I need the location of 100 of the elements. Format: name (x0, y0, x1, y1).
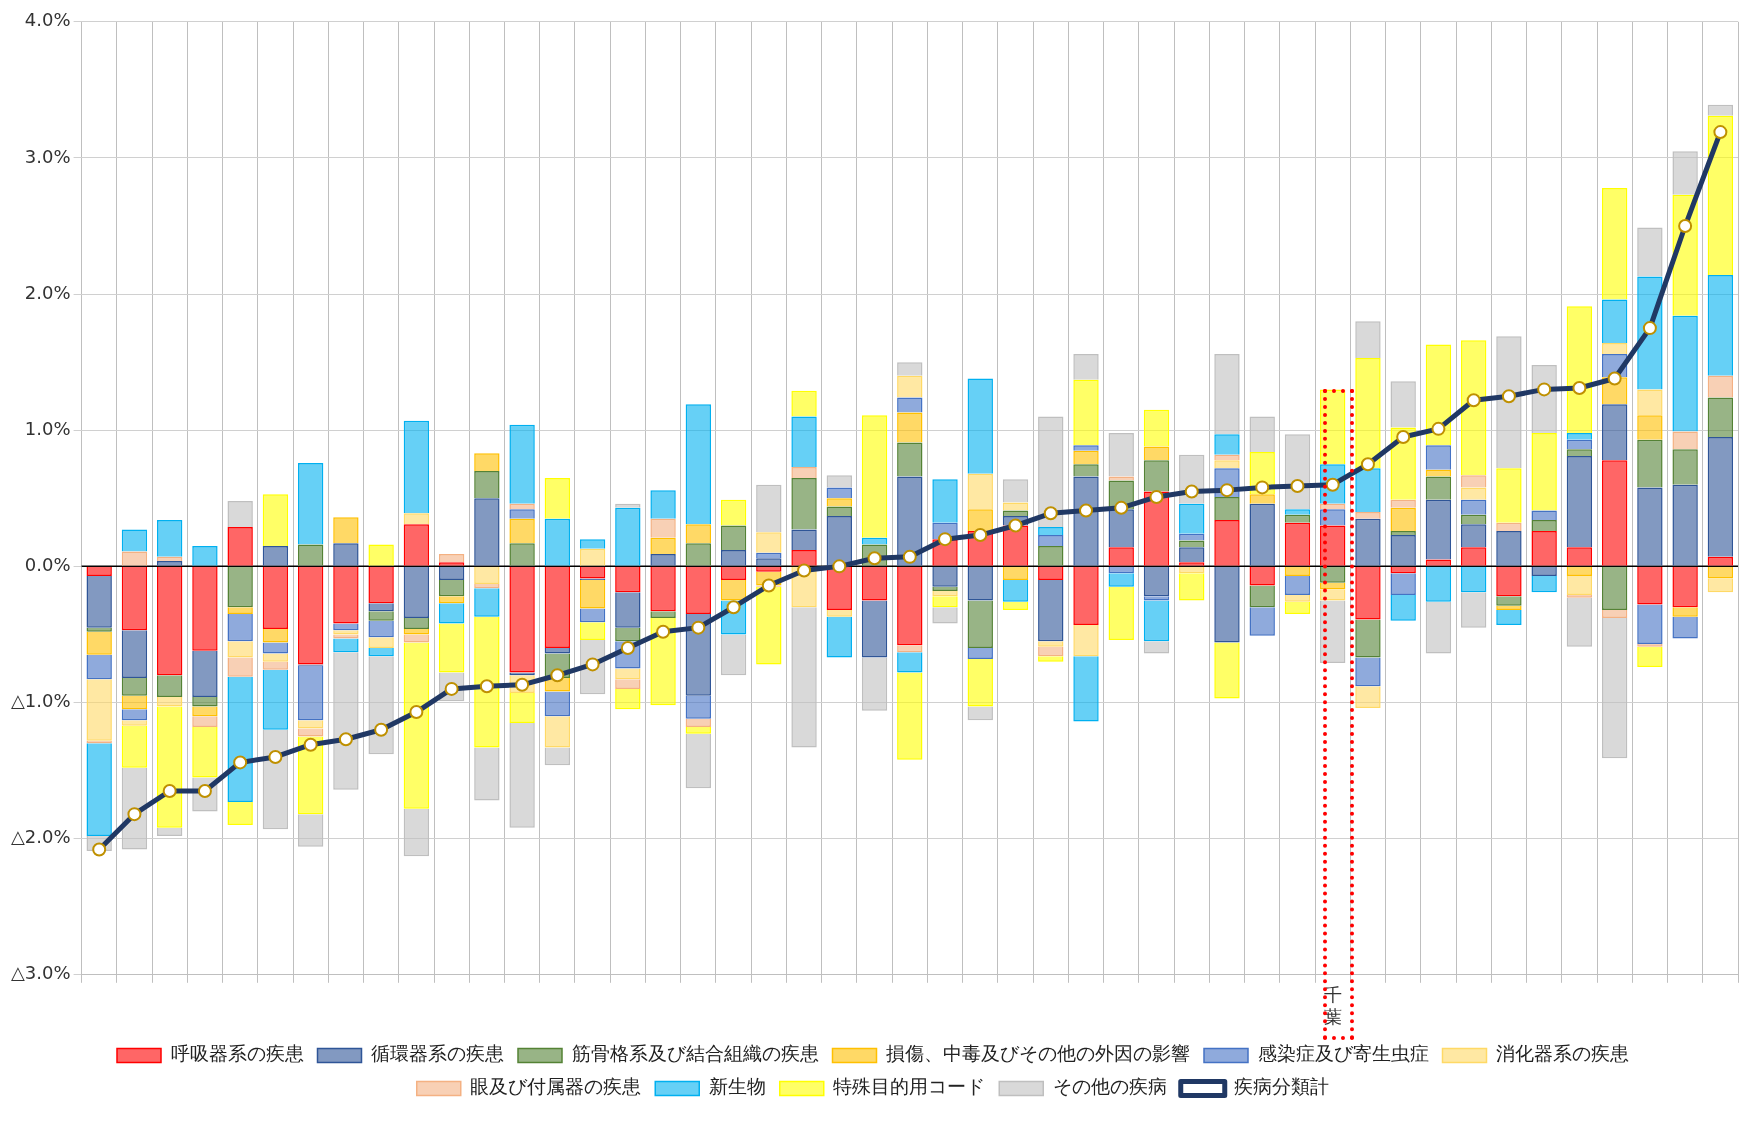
bar (579, 548, 606, 566)
y-tick-label: △1.0% (10, 690, 71, 712)
bar (1601, 566, 1628, 610)
bar (544, 648, 571, 654)
bar (1214, 454, 1240, 461)
bar (1038, 579, 1064, 642)
bar (1672, 315, 1698, 432)
bar (826, 609, 852, 617)
bar (262, 629, 289, 643)
bar (403, 566, 430, 619)
bar (403, 524, 430, 566)
bar (1214, 520, 1240, 566)
bar (685, 695, 712, 719)
bar (1073, 566, 1099, 625)
bar (438, 596, 465, 604)
bar (897, 566, 923, 646)
bar (1496, 609, 1522, 625)
bar (1143, 600, 1170, 642)
bar (615, 668, 641, 680)
bar (333, 543, 359, 566)
bar (897, 652, 923, 673)
bar (192, 545, 218, 566)
bar (1214, 434, 1240, 455)
legend-label: 特殊目的用コード (833, 1075, 986, 1098)
bar (1038, 646, 1064, 657)
bar (121, 695, 148, 710)
bar (967, 658, 993, 707)
bar (1672, 151, 1698, 195)
bar (1143, 641, 1170, 654)
bar (368, 566, 394, 604)
bar (403, 618, 430, 629)
bar (192, 727, 218, 778)
bar (1707, 397, 1734, 438)
bar (1249, 416, 1275, 453)
bar (1179, 540, 1205, 548)
bar (121, 566, 148, 631)
bar (262, 566, 289, 629)
bar (897, 672, 923, 760)
bar (1249, 566, 1275, 586)
bar (333, 566, 359, 624)
bar (1284, 522, 1311, 566)
bar (756, 552, 782, 559)
bar (121, 709, 148, 721)
bar (579, 622, 606, 640)
legend-label: 感染症及び寄生虫症 (1257, 1042, 1429, 1065)
bar (967, 648, 993, 659)
bar (1284, 566, 1311, 576)
bar (121, 551, 148, 566)
bar (1531, 575, 1557, 593)
bar (1284, 575, 1311, 595)
bar (86, 575, 112, 628)
bar (1672, 616, 1698, 639)
bar (1390, 530, 1416, 536)
bar (544, 747, 571, 766)
bar (720, 499, 747, 526)
bar (1355, 321, 1381, 359)
bar (403, 808, 430, 857)
bar (544, 566, 571, 649)
bar (474, 453, 500, 472)
bar (333, 638, 359, 653)
bar (615, 688, 641, 710)
bar (1073, 624, 1099, 657)
bar (1179, 503, 1205, 534)
bar (474, 498, 500, 566)
bar (615, 507, 641, 566)
legend-label: 循環器系の疾患 (371, 1042, 504, 1065)
bar (1179, 533, 1205, 541)
x-tick-label: 千葉 (1323, 984, 1342, 1027)
bar (474, 566, 500, 585)
bar (121, 630, 148, 679)
bar (1249, 503, 1275, 566)
bar (1531, 566, 1557, 576)
bar (156, 560, 183, 566)
bar (368, 637, 394, 649)
legend-label: 損傷、中毒及びその他の外因の影響 (886, 1042, 1190, 1065)
bar (1531, 530, 1557, 566)
bar (1355, 686, 1381, 708)
bar (1672, 484, 1698, 566)
bar (826, 616, 852, 658)
bar (227, 566, 253, 608)
bar (1355, 566, 1381, 620)
bar (1038, 566, 1064, 580)
bar (1707, 275, 1734, 376)
bar (1355, 518, 1381, 566)
bar (509, 503, 535, 510)
y-tick-label: 1.0% (24, 417, 71, 439)
bar (967, 600, 993, 649)
bar (297, 728, 324, 737)
bar (1637, 389, 1663, 416)
bar (1637, 604, 1663, 644)
bar (403, 629, 430, 635)
bar (1707, 578, 1734, 593)
bar (403, 634, 430, 643)
bar (1566, 575, 1593, 595)
bar (720, 525, 747, 551)
bar (791, 390, 817, 417)
bar (1672, 566, 1698, 608)
bar (650, 566, 676, 612)
bar (1320, 503, 1346, 510)
y-tick-label: 0.0% (24, 554, 71, 576)
